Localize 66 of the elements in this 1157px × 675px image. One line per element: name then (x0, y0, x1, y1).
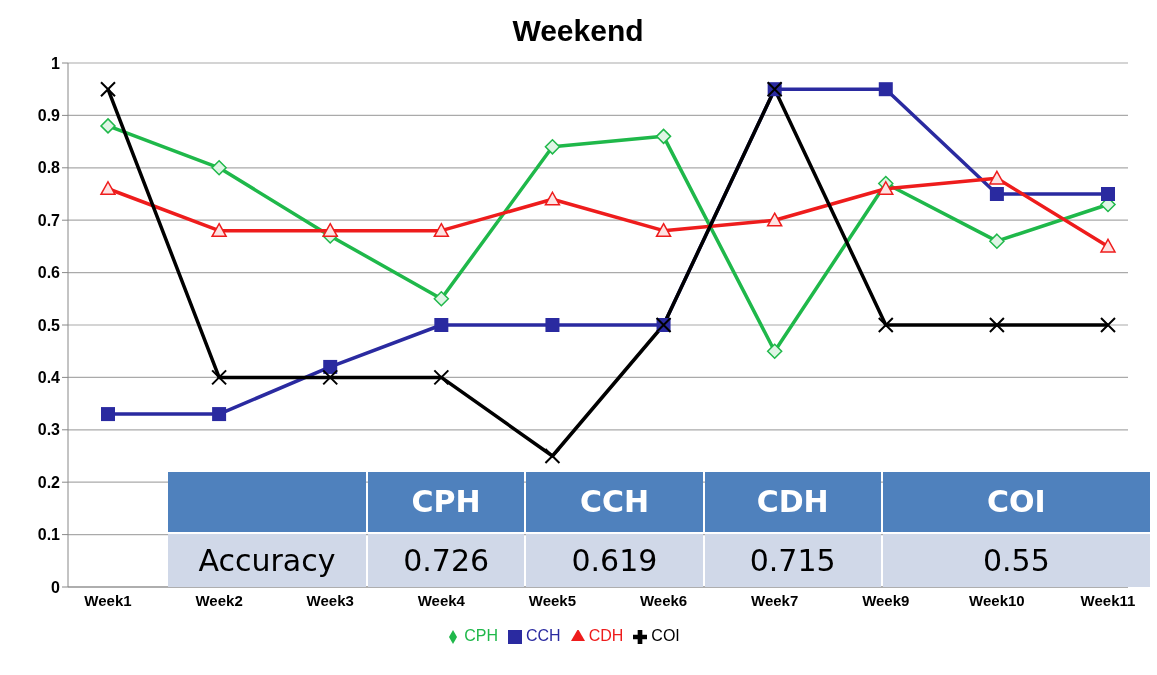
x-tick-label: Week2 (195, 591, 243, 609)
annotation: 0.726 (367, 533, 525, 587)
point (878, 181, 894, 196)
point (100, 181, 116, 196)
chart-title: Weekend (511, 13, 645, 49)
point (212, 407, 227, 422)
point (433, 222, 450, 238)
annotation: 0.715 (704, 533, 881, 587)
x-tick-label: Week7 (751, 591, 799, 609)
point (989, 233, 1005, 249)
point (655, 222, 672, 238)
y-tick-label: 0.7 (37, 211, 61, 229)
point (1100, 317, 1116, 333)
point (1101, 187, 1115, 201)
y-tick-label: 0.1 (37, 526, 61, 544)
point (211, 160, 227, 176)
annotation: 0.55 (882, 533, 1150, 587)
annotation: CPH (367, 471, 525, 532)
y-tick-label: 0.3 (37, 421, 61, 439)
point (989, 187, 1004, 201)
point (878, 82, 893, 97)
legend-label: COI (651, 627, 680, 644)
point (322, 222, 338, 238)
annotation: COI (882, 471, 1150, 532)
point (989, 170, 1005, 185)
y-tick-label: 0.9 (37, 107, 61, 125)
point (100, 81, 116, 98)
y-tick-label: 1 (51, 54, 61, 72)
point (100, 118, 116, 134)
point (766, 343, 783, 359)
y-tick-label: 0.8 (37, 159, 61, 177)
point (211, 222, 227, 238)
legend-label: CPH (464, 627, 498, 644)
legend-label: CDH (588, 627, 624, 644)
x-tick-label: Week11 (1080, 591, 1136, 609)
y-tick-label: 0.2 (37, 473, 61, 491)
point (545, 318, 560, 332)
point (101, 407, 115, 422)
point (877, 317, 894, 333)
point (322, 369, 339, 386)
x-tick-label: Week1 (84, 591, 132, 609)
point (988, 317, 1005, 333)
x-tick-label: Week4 (417, 591, 466, 609)
annotation: CDH (704, 471, 881, 532)
point (1100, 238, 1116, 253)
y-tick-label: 0.5 (37, 316, 61, 334)
legend-label: CCH (525, 627, 561, 644)
point (434, 318, 449, 332)
annotation: Accuracy (168, 533, 366, 587)
point (766, 212, 783, 227)
y-tick-label: 0 (51, 578, 61, 596)
annotation: 0.619 (526, 533, 703, 587)
annotation: CCH (526, 471, 703, 532)
y-tick-label: 0.6 (37, 264, 61, 282)
x-tick-label: Week9 (862, 591, 910, 609)
y-tick-label: 0.4 (37, 369, 61, 387)
point (655, 128, 672, 145)
point (433, 291, 450, 307)
x-tick-label: Week10 (969, 591, 1025, 609)
point (544, 139, 561, 155)
point (211, 369, 228, 386)
x-tick-label: Week6 (639, 591, 688, 609)
x-tick-label: Week5 (528, 591, 577, 609)
point (544, 191, 561, 206)
point (433, 369, 450, 386)
x-tick-label: Week3 (306, 591, 354, 609)
